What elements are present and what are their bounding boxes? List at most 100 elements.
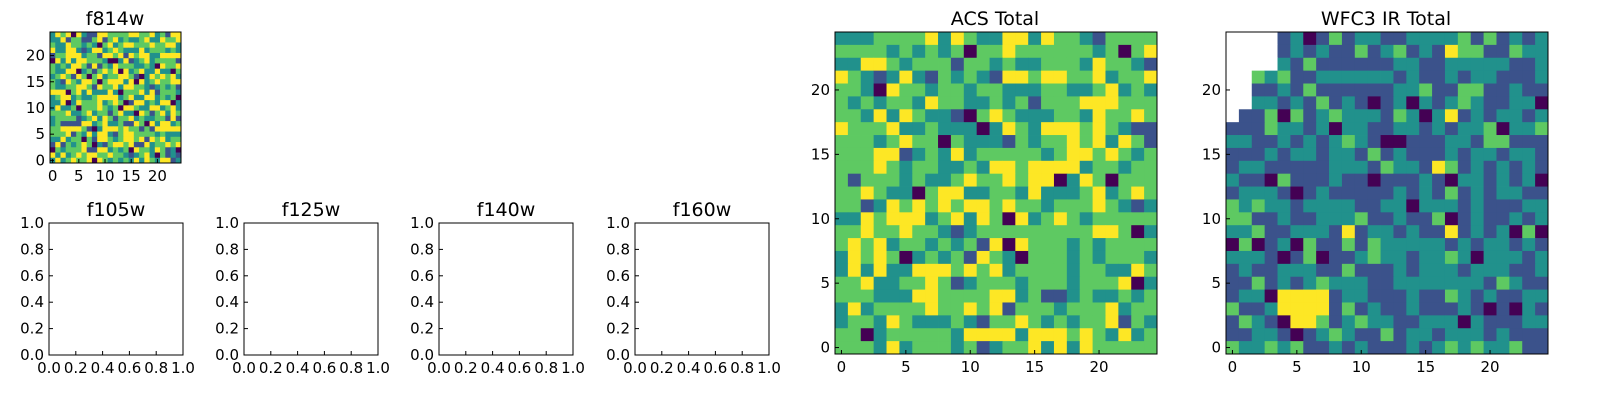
acs-total-cell — [899, 44, 913, 59]
acs-total-cell — [1092, 83, 1106, 97]
acs-total-cell — [1028, 96, 1042, 110]
wfc3-ir-total-cell — [1238, 302, 1253, 316]
wfc3-ir-total-cell — [1496, 315, 1510, 329]
f814w-cell — [144, 131, 150, 138]
wfc3-ir-total-cell — [1290, 250, 1304, 265]
wfc3-ir-total-cell — [1432, 109, 1446, 123]
f814w-cell — [102, 42, 109, 49]
acs-total-cell — [1105, 44, 1119, 59]
acs-total-cell — [938, 173, 952, 187]
wfc3-ir-total-cell — [1496, 341, 1510, 355]
f814w-cell — [118, 32, 124, 38]
acs-total-cell — [912, 135, 926, 149]
acs-total-cell — [860, 173, 875, 187]
acs-total-cell — [1131, 147, 1145, 162]
f814w-cell — [86, 42, 93, 49]
acs-total-cell — [963, 186, 978, 200]
acs-total-cell — [925, 160, 939, 175]
acs-total-cell — [976, 96, 990, 110]
f814w-cell — [149, 42, 156, 49]
f814w-cell — [118, 142, 124, 148]
acs-total-cell — [912, 109, 926, 123]
f814w-cell — [154, 32, 161, 38]
acs-total-cell — [1118, 173, 1132, 187]
acs-total-cell — [976, 160, 990, 175]
f105w-xtick-label: 0.2 — [64, 359, 88, 377]
f814w-cell — [86, 121, 93, 127]
f105w-ytick-label: 0.6 — [20, 267, 44, 285]
f814w-cell — [144, 89, 150, 96]
wfc3-ir-total-cell — [1380, 212, 1394, 226]
f160w-xtick-label: 0.6 — [703, 359, 727, 377]
wfc3-ir-total-cell — [1522, 57, 1536, 72]
wfc3-ir-total-cell — [1290, 341, 1304, 355]
wfc3-ir-total-cell — [1316, 186, 1330, 200]
acs-total-cell — [912, 32, 926, 46]
f814w-cell — [91, 42, 98, 49]
acs-total-cell — [1028, 238, 1042, 252]
f814w-cell — [97, 94, 103, 101]
f814w-cell — [154, 142, 161, 148]
acs-total-cell — [1066, 160, 1081, 175]
wfc3-ir-total-cell — [1354, 147, 1369, 162]
wfc3-ir-total-cell — [1535, 96, 1549, 110]
f814w-cell — [170, 147, 177, 153]
wfc3-ir-total-cell — [1522, 173, 1536, 187]
acs-total-cell — [950, 160, 965, 175]
wfc3-ir-total-cell — [1264, 238, 1278, 252]
acs-total-cell — [1002, 315, 1016, 329]
wfc3-ir-total-cell — [1444, 238, 1459, 252]
wfc3-ir-total-cell — [1432, 135, 1446, 149]
acs-total-cell — [886, 109, 900, 123]
wfc3-ir-total-cell — [1354, 263, 1369, 278]
wfc3-ir-total-cell — [1354, 341, 1369, 355]
acs-total-cell — [899, 315, 913, 329]
f814w-cell — [102, 63, 109, 70]
acs-total-cell — [1002, 32, 1016, 46]
wfc3-ir-total-cell — [1406, 122, 1420, 136]
acs-total-cell — [860, 341, 875, 355]
acs-total-cell — [1041, 122, 1055, 136]
wfc3-ir-total-cell — [1444, 328, 1459, 342]
acs-total-cell — [1002, 57, 1016, 72]
acs-total-cell — [873, 276, 887, 290]
acs-total-cell — [989, 276, 1003, 290]
f814w-cell — [97, 105, 103, 111]
acs-total-cell — [1079, 263, 1093, 278]
wfc3-ir-total-cell — [1277, 289, 1291, 303]
f814w-cell — [128, 94, 135, 101]
f814w-cell — [154, 84, 161, 91]
acs-total-cell — [1015, 328, 1029, 342]
f814w-cell — [160, 157, 166, 164]
f814w-cell — [70, 32, 77, 38]
wfc3-ir-total-cell — [1329, 276, 1343, 290]
acs-total-cell — [1041, 186, 1055, 200]
wfc3-ir-total-cell — [1303, 32, 1317, 46]
wfc3-ir-total-cell — [1406, 109, 1420, 123]
acs-total-cell — [912, 250, 926, 265]
acs-total-cell — [938, 147, 952, 162]
acs-total-cell — [989, 238, 1003, 252]
f814w-cell — [118, 131, 124, 138]
wfc3-ir-total-cell — [1367, 173, 1381, 187]
f814w-cell — [86, 37, 93, 43]
wfc3-ir-total-cell — [1341, 96, 1356, 110]
acs-total-cell — [938, 315, 952, 329]
acs-total-cell — [912, 160, 926, 175]
acs-total-cell — [989, 70, 1003, 84]
f814w-cell — [175, 89, 182, 96]
acs-total-cell — [847, 238, 862, 252]
wfc3-ir-total-cell — [1226, 212, 1240, 226]
acs-total-cell — [1131, 302, 1145, 316]
wfc3-ir-total-cell — [1432, 57, 1446, 72]
wfc3-ir-total-cell — [1457, 70, 1472, 84]
acs-total-cell — [886, 289, 900, 303]
wfc3-ir-total-cell — [1226, 186, 1240, 200]
f814w-cell — [123, 100, 129, 106]
f814w-cell — [139, 73, 145, 80]
wfc3-ir-total-cell — [1341, 122, 1356, 136]
wfc3-ir-total-cell — [1251, 135, 1266, 149]
f814w-cell — [128, 89, 135, 96]
acs-total-cell — [886, 263, 900, 278]
wfc3-ir-total-cell — [1522, 32, 1536, 46]
